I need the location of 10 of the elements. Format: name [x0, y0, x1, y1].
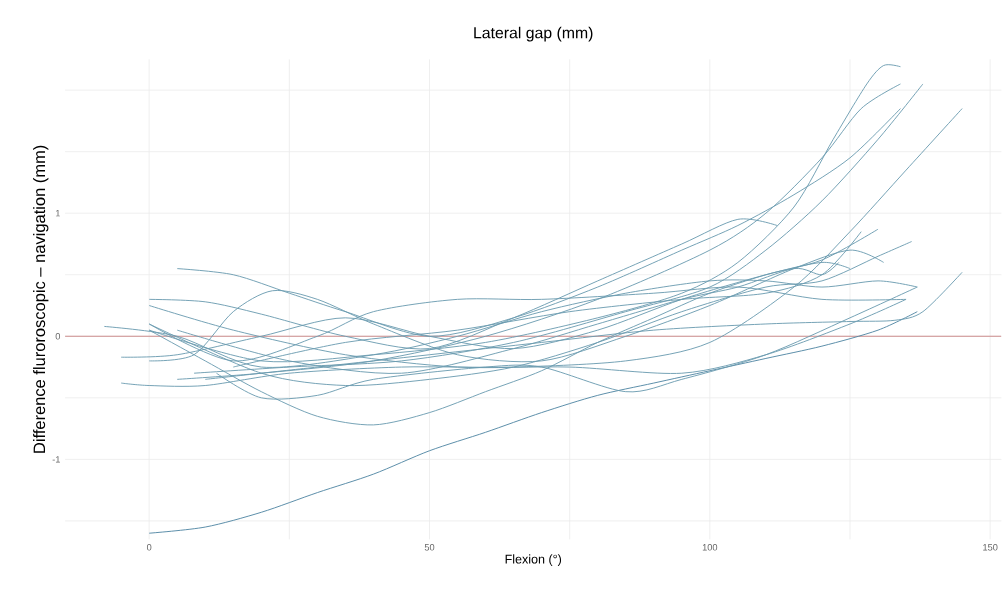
y-tick-label: -1 [52, 456, 60, 463]
x-tick-label: 0 [146, 543, 152, 551]
y-axis-title: Difference fluroroscopic – navigation (mm) [33, 145, 49, 453]
y-tick-label: 1 [55, 209, 60, 217]
chart-title: Lateral gap (mm) [474, 26, 593, 42]
y-tick-label: 0 [55, 332, 61, 340]
x-tick-label: 100 [702, 543, 718, 551]
x-tick-label: 50 [424, 543, 435, 551]
x-axis-title: Flexion (°) [505, 554, 562, 566]
x-tick-label: 150 [983, 543, 998, 551]
